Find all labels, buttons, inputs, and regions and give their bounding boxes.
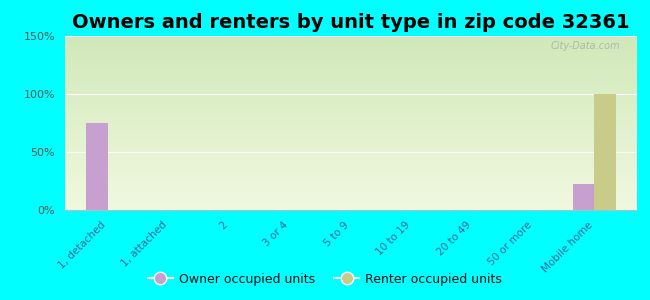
Bar (86, 123, 108, 210)
Bar (573, 184, 594, 210)
Title: Owners and renters by unit type in zip code 32361: Owners and renters by unit type in zip c… (72, 13, 630, 32)
Legend: Owner occupied units, Renter occupied units: Owner occupied units, Renter occupied un… (143, 268, 507, 291)
Text: City-Data.com: City-Data.com (550, 41, 620, 51)
Bar (594, 94, 616, 210)
